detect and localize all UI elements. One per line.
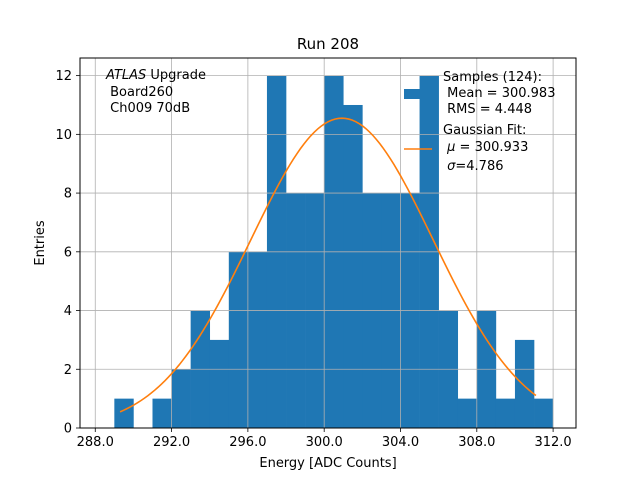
- histogram-bar-20: [495, 398, 516, 428]
- x-tick-label-3: 300.0: [306, 435, 343, 450]
- x-tick-label-4: 304.0: [382, 435, 419, 450]
- channel-annotation: Ch009 70dB: [106, 101, 190, 116]
- atlas-annotation: ATLAS Upgrade: [105, 68, 206, 83]
- legend-histogram-swatch: [404, 89, 432, 99]
- y-axis-ticks: 0 2 4 6 8 10 12: [55, 69, 80, 437]
- atlas-label: ATLAS: [105, 68, 146, 83]
- y-tick-label-4: 8: [64, 187, 72, 202]
- x-tick-label-6: 312.0: [534, 435, 571, 450]
- histogram-bar-7: [247, 251, 268, 428]
- y-tick-label-6: 12: [55, 69, 72, 84]
- legend-samples-title: Samples (124):: [443, 70, 542, 85]
- gaussian-fit-curve: [119, 117, 537, 413]
- histogram-bar-6: [228, 251, 249, 428]
- x-axis-label: Energy [ADC Counts]: [259, 456, 396, 471]
- y-tick-label-0: 0: [64, 422, 72, 437]
- x-tick-label-0: 288.0: [77, 435, 114, 450]
- legend: Samples (124): Mean = 300.983 RMS = 4.44…: [404, 70, 555, 174]
- histogram-bar-0: [114, 398, 134, 428]
- histogram-bar-18: [457, 398, 478, 428]
- mu-value: = 300.933: [455, 140, 528, 155]
- legend-samples-rms: RMS = 4.448: [443, 102, 532, 117]
- y-axis-label: Entries: [33, 220, 48, 266]
- y-tick-label-1: 2: [64, 363, 72, 378]
- x-tick-label-2: 296.0: [229, 435, 266, 450]
- histogram-bar-5: [209, 339, 230, 428]
- y-tick-label-3: 6: [64, 245, 72, 260]
- fit-curve-group: [119, 117, 537, 413]
- board-annotation: Board260: [106, 85, 173, 100]
- x-axis-ticks: 288.0 292.0 296.0 300.0 304.0 308.0 312.0: [77, 428, 572, 450]
- plot-frame: [79, 57, 577, 429]
- x-tick-label-5: 308.0: [458, 435, 495, 450]
- legend-samples-mean: Mean = 300.983: [443, 86, 555, 101]
- histogram-bar-3: [171, 369, 191, 428]
- x-tick-label-1: 292.0: [153, 435, 190, 450]
- histogram-bar-2: [152, 398, 172, 428]
- legend-fit-mu: μ = 300.933: [443, 140, 528, 155]
- legend-fit-title: Gaussian Fit:: [443, 123, 526, 138]
- histogram-bar-21: [514, 339, 535, 428]
- sigma-symbol: σ: [447, 159, 456, 174]
- upgrade-label: Upgrade: [146, 68, 206, 83]
- chart-title: Run 208: [297, 35, 359, 53]
- legend-fit-sigma: σ=4.786: [443, 159, 504, 174]
- y-tick-label-2: 4: [64, 304, 72, 319]
- mu-symbol: μ: [446, 140, 455, 155]
- y-tick-label-5: 10: [55, 128, 72, 143]
- histogram-bar-22: [534, 398, 554, 428]
- sigma-value: =4.786: [455, 159, 503, 174]
- histogram-bar-12: [343, 104, 363, 428]
